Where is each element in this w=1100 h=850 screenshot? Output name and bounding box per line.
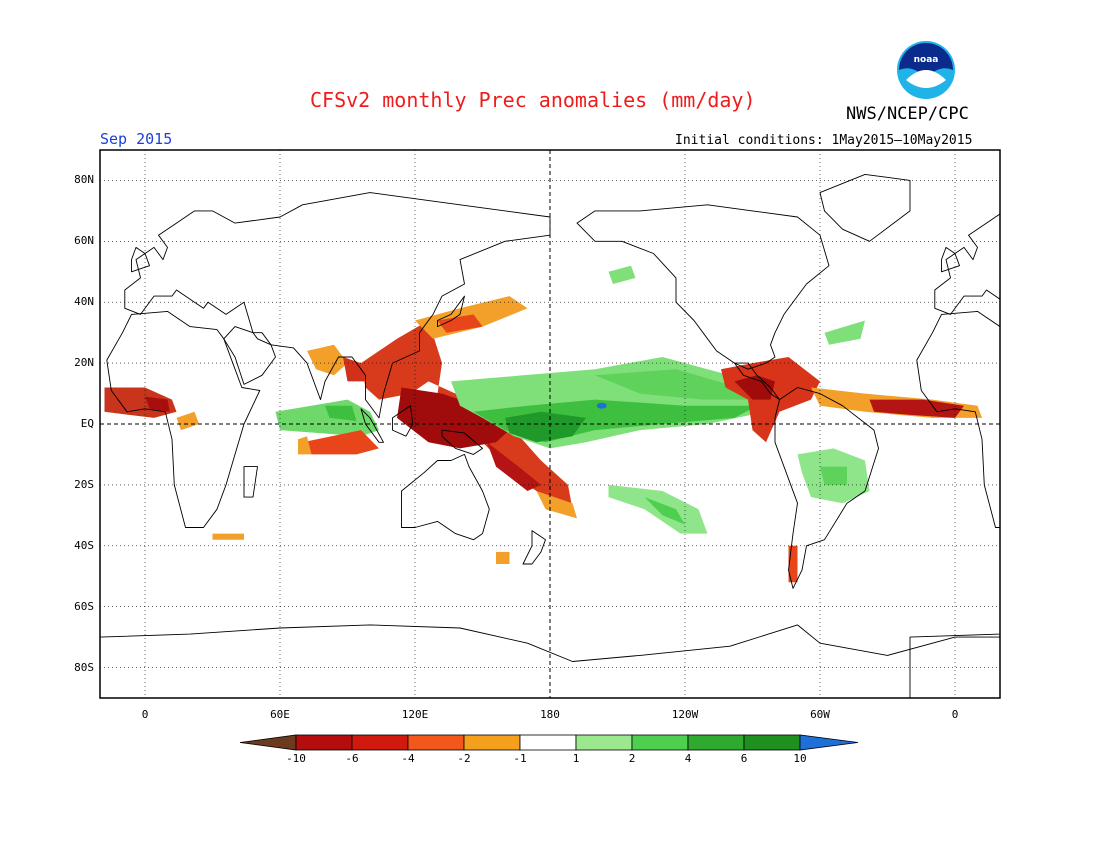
colorbar-tick-label: -2 xyxy=(457,752,471,765)
coastline-europe xyxy=(124,192,551,419)
colorbar-tick-label: -4 xyxy=(401,752,415,765)
lat-tick-label: 80N xyxy=(74,173,94,187)
colorbar-swatch xyxy=(351,734,409,751)
coastline-africa xyxy=(106,310,261,528)
coastline-madagascar xyxy=(243,466,258,498)
colorbar-tick-label: -1 xyxy=(513,752,527,765)
coastline-north-america xyxy=(576,204,830,370)
coastline-antarctica xyxy=(909,633,1000,698)
coastlines xyxy=(100,173,1086,698)
noaa-logo-icon: noaa xyxy=(897,41,955,99)
lat-tick-label: 60N xyxy=(74,234,94,248)
coastline-madagascar xyxy=(1054,467,1068,498)
anomaly-region-tasman-dry xyxy=(496,551,510,564)
anomaly-region-equatorial-pacific-wet-core xyxy=(505,411,586,443)
valid-month: Sep 2015 xyxy=(100,130,173,148)
coastline-central-america xyxy=(734,362,780,401)
coastline-borneo xyxy=(392,405,414,437)
anomaly-region-north-pacific-wet-spot xyxy=(608,265,636,284)
colorbar-swatch xyxy=(463,734,521,751)
lat-tick-label: 60S xyxy=(74,599,94,613)
anomaly-region-south-america-wet-inner xyxy=(820,466,847,485)
anomaly-region-south-indian-dry xyxy=(302,430,379,455)
logo-text: noaa xyxy=(914,55,939,65)
anomaly-region-kuroshio-dry-inner xyxy=(437,314,483,333)
coastline-new-guinea xyxy=(441,429,483,455)
coastline-australia xyxy=(401,453,490,541)
anomaly-region-indian-ocean-wet-inner xyxy=(325,405,357,421)
coastline-greenland xyxy=(819,173,911,242)
anomaly-region-west-africa-dry xyxy=(104,387,177,418)
anomaly-region-west-africa-core xyxy=(145,396,170,412)
lon-tick-label: 0 xyxy=(951,708,959,721)
anomaly-region-pacific-itcz-wet xyxy=(595,369,753,400)
anomaly-shading xyxy=(104,265,982,583)
colorbar-swatch xyxy=(407,734,465,751)
anomaly-region-central-america-dry xyxy=(721,357,820,443)
colorbar-tick-label: 1 xyxy=(572,752,580,765)
anomaly-region-south-pacific-wet-inner xyxy=(644,497,685,525)
colorbar-swatch xyxy=(743,734,801,751)
lat-tick-label: 40N xyxy=(74,295,94,309)
colorbar-swatch xyxy=(687,734,745,751)
agency-label: NWS/NCEP/CPC xyxy=(846,104,969,124)
colorbar-swatch xyxy=(799,734,859,751)
colorbar-tick-label: 10 xyxy=(793,752,807,765)
graticule xyxy=(100,150,1000,698)
lat-tick-label: 20S xyxy=(74,477,94,491)
anomaly-region-south-pacific-dry-band xyxy=(487,442,541,491)
colorbar xyxy=(239,734,859,751)
anomaly-region-spcz-edge xyxy=(536,491,577,519)
coastline-africa xyxy=(916,310,1000,528)
anomaly-region-central-america-core xyxy=(734,375,775,400)
colorbar-tick-label: -6 xyxy=(345,752,359,765)
lon-tick-label: 120E xyxy=(401,708,429,721)
lon-tick-label: 60W xyxy=(810,708,830,721)
colorbar-tick-label: 4 xyxy=(684,752,692,765)
coastline-antarctica xyxy=(100,624,1000,698)
coastline-sumatra xyxy=(360,408,384,443)
colorbar-swatch xyxy=(631,734,689,751)
lat-tick-label: 20N xyxy=(74,356,94,370)
colorbar-tick-label: -10 xyxy=(286,752,306,765)
wet-maximum-marker xyxy=(596,402,607,409)
lon-tick-label: 0 xyxy=(141,708,149,721)
anomaly-region-india-dry xyxy=(307,344,348,376)
lon-tick-label: 180 xyxy=(540,708,560,721)
anomaly-region-southeast-pacific-dry xyxy=(212,533,244,540)
anomaly-region-gulf-coast-wet xyxy=(824,320,865,345)
coastline-europe xyxy=(934,213,1000,315)
coastline-south-america xyxy=(774,387,879,589)
coastline-japan xyxy=(437,295,465,328)
coastline-arabia xyxy=(223,326,276,385)
lat-tick-label: EQ xyxy=(80,417,94,430)
lon-tick-label: 60E xyxy=(270,708,290,721)
anomaly-region-maritime-continent-core xyxy=(397,387,510,449)
anomaly-region-west-africa-edge xyxy=(176,411,199,431)
coastline-new-zealand xyxy=(522,530,546,565)
chart-title: CFSv2 monthly Prec anomalies (mm/day) xyxy=(310,88,756,112)
colorbar-swatch xyxy=(519,734,577,751)
coastline-arabia xyxy=(1034,327,1086,385)
initial-conditions: Initial conditions: 1May2015–10May2015 xyxy=(675,133,973,148)
colorbar-swatch xyxy=(575,734,633,751)
lat-tick-label: 80S xyxy=(74,660,94,674)
lat-tick-label: 40S xyxy=(74,538,94,552)
plot-frame xyxy=(99,149,1001,699)
colorbar-swatch xyxy=(295,734,353,751)
anomaly-region-south-indian-edge xyxy=(298,436,312,455)
coastline-uk xyxy=(941,246,960,273)
colorbar-tick-label: 2 xyxy=(628,752,636,765)
colorbar-tick-label: 6 xyxy=(740,752,748,765)
colorbar-swatch xyxy=(239,734,297,751)
anomaly-region-tropical-atlantic-core xyxy=(869,399,964,418)
coastline-uk xyxy=(131,246,150,273)
lon-tick-label: 120W xyxy=(671,708,699,721)
anomaly-region-indian-ocean-wet xyxy=(275,399,379,437)
